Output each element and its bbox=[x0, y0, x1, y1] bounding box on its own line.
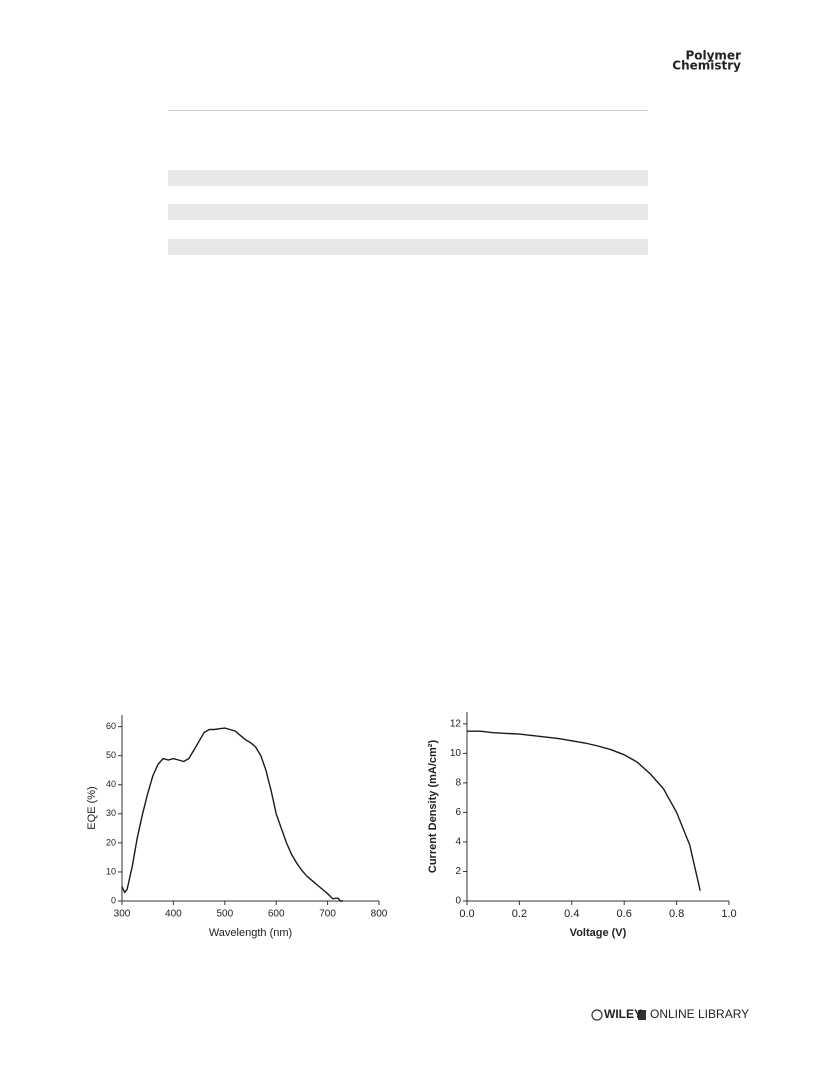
x-tick-label: 800 bbox=[371, 909, 388, 920]
data-line bbox=[467, 730, 701, 891]
journal-name: Polymer bbox=[685, 49, 741, 63]
y-tick-label: 40 bbox=[106, 779, 116, 789]
table-row bbox=[168, 170, 648, 186]
x-tick-label: 0.2 bbox=[512, 908, 527, 920]
x-tick-label: 600 bbox=[268, 909, 285, 920]
y-tick-label: 0 bbox=[111, 895, 116, 905]
wiley-logo: WILEY ONLINE LIBRARY bbox=[591, 1007, 749, 1021]
x-tick-label: 500 bbox=[216, 909, 233, 920]
x-axis-label: Voltage (V) bbox=[570, 927, 627, 939]
x-tick-label: 0.8 bbox=[669, 908, 684, 920]
y-tick-label: 4 bbox=[455, 837, 461, 848]
y-tick-label: 8 bbox=[455, 778, 461, 789]
journal-name: Chemistry bbox=[672, 59, 741, 73]
y-tick-label: 30 bbox=[106, 808, 116, 818]
data-line bbox=[121, 727, 343, 902]
table-row bbox=[168, 239, 648, 255]
y-tick-label: 12 bbox=[450, 718, 462, 729]
x-tick-label: 0.0 bbox=[459, 908, 474, 920]
table-row bbox=[168, 204, 648, 220]
y-tick-label: 2 bbox=[455, 866, 461, 877]
x-tick-label: 1.0 bbox=[721, 908, 736, 920]
brand: WILEY bbox=[604, 1007, 642, 1021]
y-tick-label: 20 bbox=[106, 837, 116, 847]
y-axis-label: Current Density (mA/cm²) bbox=[427, 740, 439, 874]
y-tick-label: 60 bbox=[106, 721, 116, 731]
x-tick-label: 400 bbox=[165, 909, 182, 920]
x-tick-label: 0.6 bbox=[617, 908, 632, 920]
y-tick-label: 0 bbox=[455, 896, 461, 907]
y-axis-label: EQE (%) bbox=[86, 786, 98, 829]
y-tick-label: 10 bbox=[106, 866, 116, 876]
library: ONLINE LIBRARY bbox=[650, 1007, 749, 1021]
x-axis-label: Wavelength (nm) bbox=[209, 927, 292, 939]
x-tick-label: 0.4 bbox=[564, 908, 579, 920]
y-tick-label: 6 bbox=[455, 807, 461, 818]
y-tick-label: 50 bbox=[106, 750, 116, 760]
y-tick-label: 10 bbox=[450, 748, 462, 759]
x-tick-label: 300 bbox=[114, 909, 131, 920]
x-tick-label: 700 bbox=[319, 909, 336, 920]
